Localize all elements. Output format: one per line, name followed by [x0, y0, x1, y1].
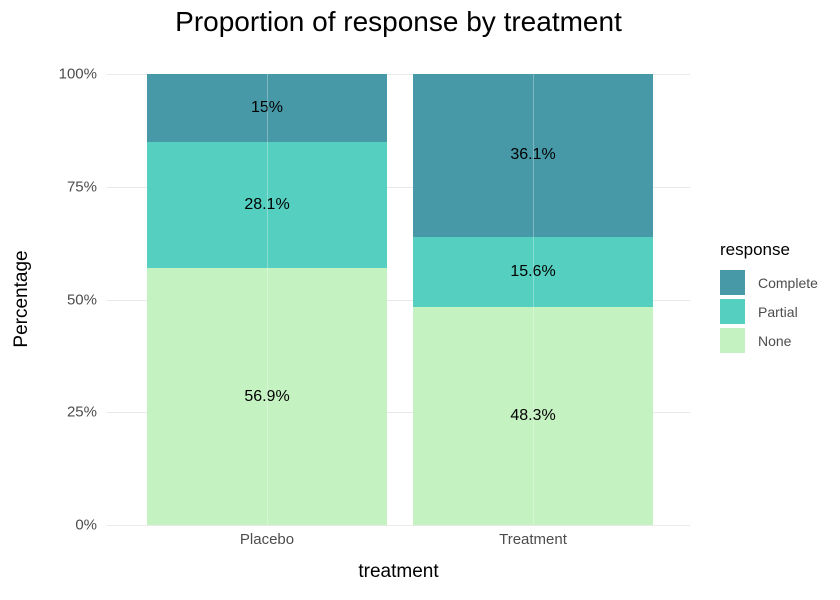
- gridline-y-100: [107, 74, 690, 75]
- legend-swatch-icon: [720, 328, 745, 353]
- legend-swatch-icon: [720, 299, 745, 324]
- bar-segment-label: 56.9%: [244, 387, 290, 405]
- gridline-y-75: [107, 186, 690, 188]
- legend-item-complete: Complete: [720, 270, 818, 295]
- stacked-bar-placebo: 15% 28.1% 56.9%: [147, 74, 387, 525]
- legend-item-label: Complete: [758, 274, 818, 291]
- bar-segment-label: 15%: [250, 98, 284, 116]
- bar-segment-label: 36.1%: [510, 146, 556, 164]
- bar-segment-complete: 36.1%: [413, 74, 653, 237]
- bar-segment-none: 48.3%: [413, 307, 653, 525]
- bar-segment-partial: 28.1%: [147, 141, 387, 269]
- x-tick-label-placebo: Placebo: [239, 531, 295, 548]
- stacked-bar-treatment: 36.1% 15.6% 48.3%: [413, 74, 653, 525]
- bar-segment-partial: 15.6%: [413, 236, 653, 308]
- legend-item-label: Partial: [758, 303, 798, 320]
- legend-item-label: None: [758, 332, 792, 349]
- legend-swatch-icon: [720, 270, 745, 295]
- y-tick-label: 0%: [75, 516, 97, 534]
- gridline-y-25: [107, 412, 690, 414]
- bar-segment-complete: 15%: [147, 74, 387, 142]
- plot-panel: 15% 28.1% 56.9% 36.1% 15.6% 48.3%: [107, 74, 690, 526]
- legend: response Complete Partial None: [720, 240, 818, 357]
- bar-segment-label: 15.6%: [510, 262, 556, 280]
- gridline-y-50: [107, 299, 690, 301]
- y-tick-label: 50%: [66, 291, 97, 308]
- gridline-y-0: [107, 525, 690, 526]
- y-tick-label: 75%: [66, 178, 97, 196]
- x-tick-label-treatment: Treatment: [499, 531, 567, 548]
- x-axis-title: treatment: [358, 561, 439, 582]
- legend-item-partial: Partial: [720, 299, 818, 324]
- y-tick-label: 25%: [66, 403, 97, 421]
- bar-segment-none: 56.9%: [147, 268, 387, 525]
- bar-segment-label: 48.3%: [510, 407, 556, 425]
- legend-item-none: None: [720, 328, 818, 353]
- y-tick-label: 100%: [58, 65, 97, 83]
- bar-segment-label: 28.1%: [244, 196, 290, 213]
- chart-title: Proportion of response by treatment: [175, 6, 622, 37]
- legend-items: Complete Partial None: [720, 270, 818, 353]
- legend-title: response: [720, 240, 790, 259]
